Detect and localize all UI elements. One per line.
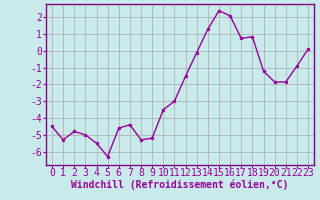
X-axis label: Windchill (Refroidissement éolien,°C): Windchill (Refroidissement éolien,°C) xyxy=(71,179,289,190)
